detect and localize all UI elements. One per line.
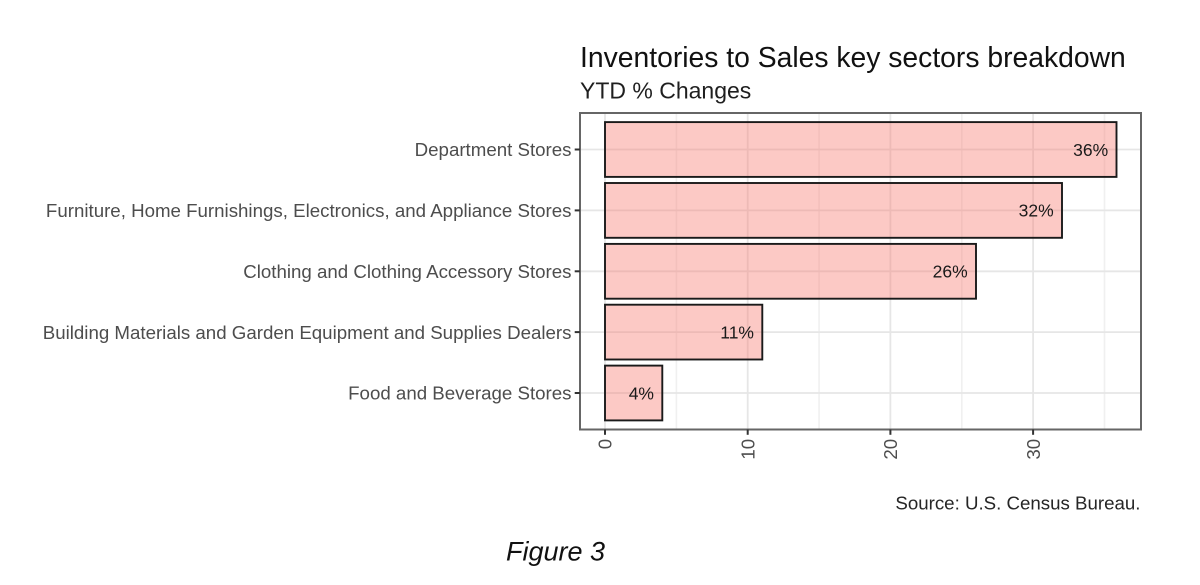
svg-text:26%: 26%: [933, 262, 968, 282]
svg-text:YTD % Changes: YTD % Changes: [580, 78, 751, 104]
svg-text:36%: 36%: [1073, 140, 1108, 160]
svg-text:Figure 3: Figure 3: [506, 537, 605, 567]
svg-text:Inventories to Sales key secto: Inventories to Sales key sectors breakdo…: [580, 41, 1126, 73]
svg-text:32%: 32%: [1019, 201, 1054, 221]
svg-text:Clothing and Clothing Accessor: Clothing and Clothing Accessory Stores: [243, 261, 571, 282]
svg-text:Source: U.S. Census Bureau.: Source: U.S. Census Bureau.: [895, 493, 1140, 514]
svg-text:Furniture, Home Furnishings, E: Furniture, Home Furnishings, Electronics…: [46, 200, 572, 221]
svg-text:Food and Beverage Stores: Food and Beverage Stores: [348, 383, 571, 404]
svg-text:11%: 11%: [720, 323, 754, 343]
svg-text:30: 30: [1023, 439, 1044, 460]
svg-text:Department Stores: Department Stores: [415, 139, 572, 160]
svg-text:4%: 4%: [629, 383, 654, 403]
svg-text:20: 20: [880, 439, 901, 460]
svg-text:10: 10: [737, 439, 758, 460]
svg-text:Building Materials and Garden: Building Materials and Garden Equipment …: [43, 322, 572, 343]
svg-text:0: 0: [595, 439, 616, 449]
